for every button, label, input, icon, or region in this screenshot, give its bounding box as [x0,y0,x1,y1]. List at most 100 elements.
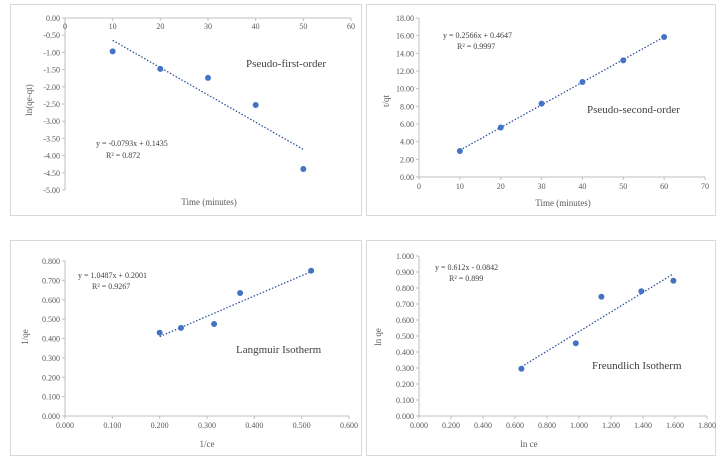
x-tick-label: 1.000 [570,421,588,430]
marks [518,273,677,372]
marks [156,267,315,338]
x-tick-label: 60 [347,22,355,31]
y-tick-label: 0.200 [396,380,414,389]
x-tick-label: 1.800 [698,421,716,430]
x-tick-label: 30 [538,182,546,191]
x-tick-label: 1.200 [602,421,620,430]
data-point [308,267,315,274]
y-tick-label: 0.000 [396,412,414,421]
pseudo-second-order-svg: 0.00 2.00 4.00 6.00 8.00 10.00 12.00 14.00 16.00… [381,14,709,208]
y-tick-label: 0.100 [396,396,414,405]
x-tick-label: 10 [109,22,117,31]
x-tick-label: 0.300 [198,421,216,430]
x-tick-label: 20 [156,22,164,31]
x-axis-label: 1/ce [200,439,215,449]
y-tick-label: 0.200 [42,373,60,382]
y-tick-label: -1.00 [43,48,60,57]
data-point [497,124,504,131]
y-tick-label: -4.50 [43,169,60,178]
data-point [538,100,545,107]
trend-equation: y = 1.0487x + 0.2001 [78,271,147,280]
x-tick-label: 60 [660,182,668,191]
y-tick-label: -0.50 [43,31,60,40]
chart-title: Langmuir Isotherm [236,344,322,356]
trendline [521,273,674,368]
y-tick-label: 0.00 [46,14,60,23]
data-point [661,33,668,40]
y-tick-label: -3.00 [43,117,60,126]
y-tick-label: 0.500 [42,315,60,324]
x-tick-label: 0.800 [538,421,556,430]
y-tick-label: -5.00 [43,186,60,195]
chart-title: Freundlich Isotherm [592,360,682,372]
trend-equation: y = -0.0793x + 0.1435 [96,139,168,148]
data-point [670,277,677,284]
y-tick-label: 18.00 [396,14,414,23]
y-tick-label: -2.50 [43,100,60,109]
y-tick-label: 8.00 [400,102,414,111]
langmuir-isotherm-svg: 0.000 0.100 0.200 0.300 0.400 0.500 0.600 0.700… [20,257,358,449]
x-tick-label: 70 [701,182,709,191]
x-tick-label: 0 [417,182,421,191]
y-tick-label: -2.00 [43,83,60,92]
y-tick-label: 4.00 [400,138,414,147]
axes: 0.00 2.00 4.00 6.00 8.00 10.00 12.00 14.00 16.00… [396,14,709,191]
trendline [459,36,665,151]
y-tick-label: 0.400 [42,335,60,344]
y-axis-label: ln(qe-qt) [24,84,34,116]
trend-equation: y = 0.2566x + 0.4647 [443,31,512,40]
chart-title: Pseudo-second-order [587,104,680,116]
x-tick-label: 0.100 [103,421,121,430]
data-point [205,74,211,81]
trend-r2: R² = 0.9997 [457,42,495,51]
freundlich-isotherm-svg: 0.000 0.100 0.200 0.300 0.400 0.500 0.600 0.700… [373,252,716,449]
y-tick-label: 0.800 [396,284,414,293]
y-tick-label: 0.300 [396,364,414,373]
y-tick-label: 0.800 [42,257,60,266]
data-point [300,166,307,173]
marks [109,39,307,173]
y-tick-label: 0.500 [396,332,414,341]
data-point [620,57,627,64]
x-tick-label: 50 [299,22,307,31]
y-tick-label: 0.300 [42,354,60,363]
trend-r2: R² = 0.899 [449,274,483,283]
y-tick-label: 1.000 [396,252,414,261]
data-point [252,102,259,109]
data-point [156,329,163,336]
y-tick-label: 16.00 [396,32,414,41]
y-tick-label: -3.50 [43,134,60,143]
y-tick-label: 0.00 [400,173,414,182]
data-point [572,340,579,347]
data-point [109,48,116,55]
trendline [112,39,304,151]
x-tick-label: 40 [252,22,260,31]
x-tick-label: 20 [497,182,505,191]
freundlich-isotherm-chart: 0.000 0.100 0.200 0.300 0.400 0.500 0.600 0.700… [366,240,716,456]
x-tick-label: 0 [63,22,67,31]
trend-r2: R² = 0.872 [106,151,140,160]
y-tick-label: 0.700 [42,276,60,285]
y-tick-label: -1.50 [43,66,60,75]
y-tick-label: 0.600 [42,296,60,305]
y-tick-label: 0.900 [396,268,414,277]
axes: 0.000 0.100 0.200 0.300 0.400 0.500 0.600 0.700… [396,252,716,430]
x-tick-label: 1.400 [634,421,652,430]
x-tick-label: 0.200 [442,421,460,430]
x-tick-label: 0.400 [245,421,263,430]
marks [456,33,668,154]
trend-r2: R² = 0.9267 [92,282,130,291]
data-point [237,289,244,296]
pseudo-first-order-chart: 0.00 -0.50 -1.00 -1.50 -2.00 -2.50 -3.00 -3.50 -… [10,4,362,216]
y-tick-label: 0.600 [396,316,414,325]
langmuir-isotherm-chart: 0.000 0.100 0.200 0.300 0.400 0.500 0.600 0.700… [10,240,362,456]
y-tick-label: 0.100 [42,393,60,402]
x-tick-label: 0.600 [340,421,358,430]
x-tick-label: 0.600 [506,421,524,430]
y-tick-label: -4.00 [43,152,60,161]
chart-title: Pseudo-first-order [246,58,326,70]
x-tick-label: 0.000 [410,421,428,430]
y-tick-label: 6.00 [400,120,414,129]
y-tick-label: 12.00 [396,67,414,76]
y-tick-label: 0.400 [396,348,414,357]
